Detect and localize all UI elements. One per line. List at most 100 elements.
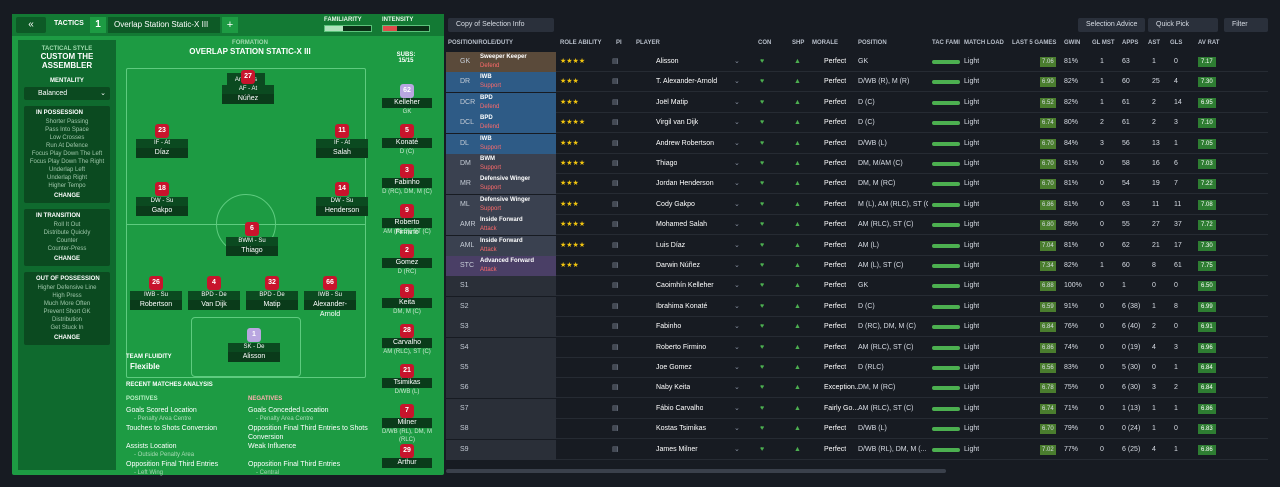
player-card[interactable]: 14 DW - Su Henderson xyxy=(316,182,368,216)
chevron-down-icon[interactable]: ⌄ xyxy=(734,343,740,351)
player-card[interactable]: 26 IWB - Su Robertson xyxy=(130,276,182,310)
column-header[interactable]: MORALE xyxy=(812,40,838,46)
column-header[interactable]: POSITION/ROLE/DUTY xyxy=(448,40,514,46)
mentality-select[interactable]: Balanced ⌄ xyxy=(24,87,110,100)
position-slot[interactable]: S4 xyxy=(446,337,556,358)
column-header[interactable]: GL MST xyxy=(1092,40,1115,46)
player-row[interactable]: AMR Inside Forward Attack ★★★★ ▤ Mohamed Sala… xyxy=(446,215,1268,236)
player-name[interactable]: Naby Keita xyxy=(656,384,691,392)
position-slot[interactable]: DR IWB Support xyxy=(446,72,556,93)
change-button[interactable]: CHANGE xyxy=(53,193,80,199)
column-header[interactable]: TAC FAMI xyxy=(932,40,960,46)
player-row[interactable]: DL IWB Support ★★★ ▤ Andrew Robertson ⌄ ♥ ▲ Perfe… xyxy=(446,133,1268,154)
sub-player-card[interactable]: 29 Arthur xyxy=(382,444,432,468)
player-row[interactable]: S8 ▤ Kostas Tsimikas ⌄ ♥ ▲ Perfect D/WB (L) Ligh… xyxy=(446,419,1268,440)
player-row[interactable]: DCL BPD Defend ★★★★ ▤ Virgil van Dijk ⌄ ♥ ▲ Perfe… xyxy=(446,113,1268,134)
player-card[interactable]: 18 DW - Su Gakpo xyxy=(136,182,188,216)
player-name[interactable]: Thiago xyxy=(656,160,678,167)
sub-player-card[interactable]: 28 Carvalho AM (RLC), ST (C) xyxy=(382,324,432,356)
chevron-down-icon[interactable]: ⌄ xyxy=(734,160,740,167)
player-row[interactable]: ML Defensive Winger Support ★★★ ▤ Cody Gakpo ⌄… xyxy=(446,194,1268,215)
column-header[interactable]: AST xyxy=(1148,40,1160,46)
tactic-slot-number[interactable]: 1 xyxy=(90,17,106,33)
player-name[interactable]: Mohamed Salah xyxy=(656,221,707,229)
player-name[interactable]: Roberto Firmino xyxy=(656,343,707,351)
player-name[interactable]: Cody Gakpo xyxy=(656,200,695,208)
player-name[interactable]: Jordan Henderson xyxy=(656,180,714,188)
player-row[interactable]: DCR BPD Defend ★★★ ▤ Joël Matip ⌄ ♥ ▲ Perfect D (C… xyxy=(446,92,1268,113)
player-name[interactable]: Joe Gomez xyxy=(656,364,692,371)
position-slot[interactable]: DM BWM Support xyxy=(446,154,556,174)
position-slot[interactable]: S7 xyxy=(446,398,556,419)
column-header[interactable]: SHP xyxy=(792,40,805,46)
chevron-down-icon[interactable]: ⌄ xyxy=(734,364,740,371)
column-header[interactable]: CON xyxy=(758,40,772,46)
player-row[interactable]: S1 ▤ Caoimhín Kelleher ⌄ ♥ ▲ Perfect GK Light 6.8… xyxy=(446,276,1268,297)
player-row[interactable]: DR IWB Support ★★★ ▤ T. Alexander-Arnold ⌄ ♥ ▲ Pe… xyxy=(446,72,1268,93)
player-name[interactable]: Fabinho xyxy=(656,323,682,331)
sub-player-card[interactable]: 62 Kelleher GK xyxy=(382,84,432,116)
column-header[interactable]: POSITION xyxy=(858,40,887,46)
selection-advice-button[interactable]: Selection Advice xyxy=(1078,18,1146,32)
chevron-down-icon[interactable]: ⌄ xyxy=(734,425,740,433)
player-name[interactable]: Joël Matip xyxy=(656,98,688,106)
player-name[interactable]: Fábio Carvalho xyxy=(656,404,704,412)
position-slot[interactable]: S1 xyxy=(446,276,556,297)
sub-player-card[interactable]: 21 Tsimikas D/WB (L) xyxy=(382,364,432,396)
position-slot[interactable]: GK Sweeper Keeper Defend xyxy=(446,52,556,72)
sub-player-card[interactable]: 7 Milner D/WB (RL), DM, M (RLC) xyxy=(382,404,432,444)
player-name[interactable]: Ibrahima Konaté xyxy=(656,302,708,310)
recent-matches-link[interactable]: RECENT MATCHES ANALYSIS xyxy=(126,382,213,388)
sub-player-card[interactable]: 5 Konaté D (C) xyxy=(382,124,432,156)
back-button[interactable]: « xyxy=(16,17,46,33)
player-name[interactable]: Virgil van Dijk xyxy=(656,119,699,127)
chevron-down-icon[interactable]: ⌄ xyxy=(734,180,740,188)
position-slot[interactable]: S5 xyxy=(446,358,556,378)
player-name[interactable]: Andrew Robertson xyxy=(656,139,714,147)
column-header[interactable]: AV RAT xyxy=(1198,40,1220,46)
chevron-down-icon[interactable]: ⌄ xyxy=(734,384,740,392)
player-name[interactable]: Alisson xyxy=(656,58,679,65)
player-name[interactable]: T. Alexander-Arnold xyxy=(656,78,718,86)
player-card[interactable]: 27 AF - At Núñez xyxy=(222,70,274,104)
player-card[interactable]: 1 SK - De Alisson xyxy=(228,328,280,362)
player-row[interactable]: S5 ▤ Joe Gomez ⌄ ♥ ▲ Perfect D (RLC) Light 6.56 83… xyxy=(446,358,1268,378)
column-header[interactable]: MATCH LOAD xyxy=(964,40,1004,46)
change-button[interactable]: CHANGE xyxy=(53,256,80,262)
player-name[interactable]: Caoimhín Kelleher xyxy=(656,282,714,290)
player-card[interactable]: 11 IF - At Salah xyxy=(316,124,368,158)
chevron-down-icon[interactable]: ⌄ xyxy=(734,302,740,310)
tactic-select[interactable]: Overlap Station Static-X III xyxy=(108,17,220,33)
column-header[interactable]: APPS xyxy=(1122,40,1139,46)
column-header[interactable]: GWIN xyxy=(1064,40,1081,46)
player-row[interactable]: STC Advanced Forward Attack ★★★ ▤ Darwin Núñe… xyxy=(446,256,1268,276)
position-slot[interactable]: S6 xyxy=(446,378,556,399)
player-card[interactable]: 32 BPD - De Matip xyxy=(246,276,298,310)
column-header[interactable]: GLS xyxy=(1170,40,1183,46)
chevron-down-icon[interactable]: ⌄ xyxy=(734,241,740,249)
player-name[interactable]: James Milner xyxy=(656,445,698,453)
player-row[interactable]: GK Sweeper Keeper Defend ★★★★ ▤ Alisson ⌄ ♥ ▲ Per… xyxy=(446,52,1268,72)
position-slot[interactable]: DL IWB Support xyxy=(446,133,556,154)
chevron-down-icon[interactable]: ⌄ xyxy=(734,404,740,412)
player-row[interactable]: S7 ▤ Fábio Carvalho ⌄ ♥ ▲ Fairly Go... AM (RLC)… xyxy=(446,398,1268,419)
position-slot[interactable]: MR Defensive Winger Support xyxy=(446,174,556,195)
position-slot[interactable]: DCR BPD Defend xyxy=(446,92,556,113)
chevron-down-icon[interactable]: ⌄ xyxy=(734,98,740,106)
player-row[interactable]: DM BWM Support ★★★★ ▤ Thiago ⌄ ♥ ▲ Perfect DM, M/A… xyxy=(446,154,1268,174)
position-slot[interactable]: S8 xyxy=(446,419,556,440)
quick-pick-button[interactable]: Quick Pick xyxy=(1148,18,1218,32)
position-slot[interactable]: AML Inside Forward Attack xyxy=(446,235,556,256)
position-slot[interactable]: DCL BPD Defend xyxy=(446,113,556,134)
column-header[interactable]: PLAYER xyxy=(636,40,660,46)
player-name[interactable]: Luis Díaz xyxy=(656,241,686,249)
formation-name[interactable]: OVERLAP STATION STATIC-X III xyxy=(189,47,311,56)
selection-info-select[interactable]: Copy of Selection Info xyxy=(448,18,554,32)
position-slot[interactable]: AMR Inside Forward Attack xyxy=(446,215,556,236)
sub-player-card[interactable]: 9 Roberto Firmino AM (RLC), ST (C) xyxy=(382,204,432,236)
player-card[interactable]: 23 IF - At Díaz xyxy=(136,124,188,158)
change-button[interactable]: CHANGE xyxy=(53,335,80,341)
player-row[interactable]: MR Defensive Winger Support ★★★ ▤ Jordan Hend… xyxy=(446,174,1268,195)
position-slot[interactable]: S3 xyxy=(446,317,556,338)
player-card[interactable]: 6 BWM - Su Thiago xyxy=(226,222,278,256)
